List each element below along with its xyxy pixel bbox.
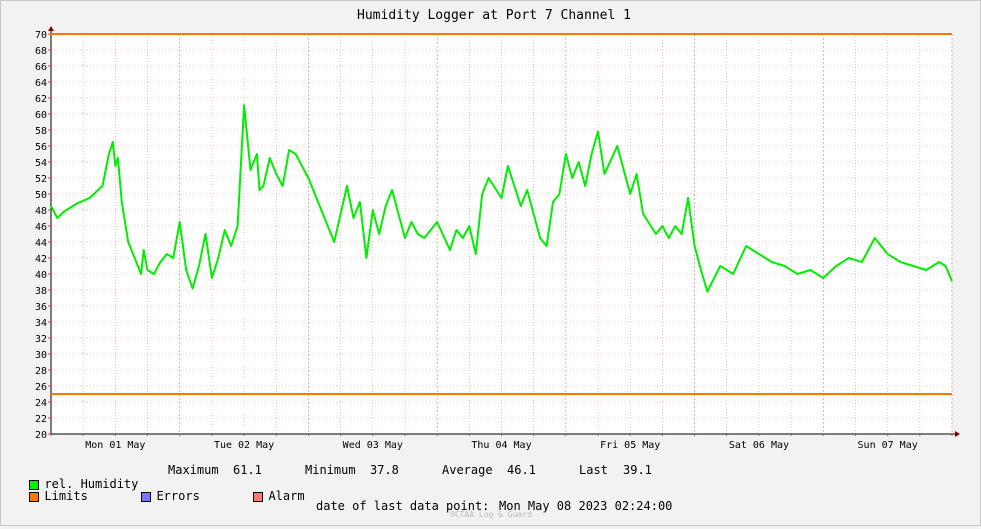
y-tick-label: 38 <box>35 286 47 297</box>
last-label: Last <box>579 463 608 477</box>
y-ticks: 20 22 24 26 28 30 32 34 36 38 40 42 44 46 48 50 52 54 56 58… <box>35 30 51 441</box>
y-tick-label: 68 <box>35 46 47 57</box>
average-value: 46.1 <box>507 463 536 477</box>
x-tick-label: Mon 01 May <box>85 440 145 451</box>
y-tick-label: 20 <box>35 430 47 441</box>
maximum-label: Maximum <box>168 463 219 477</box>
humidity-swatch <box>29 479 40 490</box>
y-tick-label: 50 <box>35 190 47 201</box>
y-tick-label: 36 <box>35 302 47 313</box>
last-value: 39.1 <box>623 463 652 477</box>
y-tick-label: 58 <box>35 126 47 137</box>
x-ticks: Mon 01 May Tue 02 May Wed 03 May Thu 04 May… <box>50 434 953 451</box>
y-tick-label: 42 <box>35 254 47 265</box>
y-tick-label: 54 <box>35 158 47 169</box>
y-tick-label: 46 <box>35 222 47 233</box>
limit-lines <box>51 33 952 395</box>
chart-title: Humidity Logger at Port 7 Channel 1 <box>357 8 631 23</box>
legend-limits-label: Limits <box>44 489 88 503</box>
y-tick-label: 52 <box>35 174 47 185</box>
y-tick-label: 40 <box>35 270 47 281</box>
last-data-point-value: Mon May 08 2023 02:24:00 <box>499 499 673 513</box>
y-tick-label: 62 <box>35 94 47 105</box>
legend-errors: Errors <box>127 475 200 503</box>
x-tick-label: Thu 04 May <box>471 440 531 451</box>
legend-alarm: Alarm <box>239 475 305 503</box>
y-tick-label: 60 <box>35 110 47 121</box>
y-tick-label: 70 <box>35 30 47 41</box>
x-tick-label: Sun 07 May <box>858 440 918 451</box>
y-tick-label: 44 <box>35 238 47 249</box>
legend-limits: Limits <box>15 475 88 503</box>
y-tick-label: 56 <box>35 142 47 153</box>
legend-humidity: rel. Humidity <box>15 463 138 491</box>
y-tick-label: 30 <box>35 350 47 361</box>
humidity-line <box>50 104 953 293</box>
y-tick-label: 66 <box>35 62 47 73</box>
minimum-label: Minimum <box>305 463 356 477</box>
y-tick-label: 22 <box>35 414 47 425</box>
grid <box>50 33 953 435</box>
x-axis-arrow <box>955 431 960 437</box>
y-tick-label: 26 <box>35 382 47 393</box>
x-tick-label: Fri 05 May <box>600 440 660 451</box>
y-tick-label: 32 <box>35 334 47 345</box>
y-tick-label: 28 <box>35 366 47 377</box>
y-tick-label: 34 <box>35 318 47 329</box>
x-tick-label: Sat 06 May <box>729 440 789 451</box>
legend-humidity-label: rel. Humidity <box>44 477 139 491</box>
y-axis-arrow <box>48 26 54 31</box>
errors-swatch <box>141 491 152 502</box>
axes <box>48 26 960 437</box>
series-layer <box>50 104 953 293</box>
y-tick-label: 24 <box>35 398 47 409</box>
x-tick-label: Wed 03 May <box>343 440 403 451</box>
alarm-swatch <box>253 491 264 502</box>
minimum-value: 37.8 <box>370 463 399 477</box>
legend-errors-label: Errors <box>156 489 200 503</box>
limits-swatch <box>29 491 40 502</box>
legend-alarm-label: Alarm <box>268 489 305 503</box>
x-tick-label: Tue 02 May <box>214 440 274 451</box>
average-label: Average <box>442 463 493 477</box>
y-tick-label: 64 <box>35 78 47 89</box>
watermark: OCTAA Log & Guard <box>450 510 532 519</box>
last-data-point-label: date of last data point: <box>316 499 490 513</box>
maximum-value: 61.1 <box>233 463 262 477</box>
y-tick-label: 48 <box>35 206 47 217</box>
